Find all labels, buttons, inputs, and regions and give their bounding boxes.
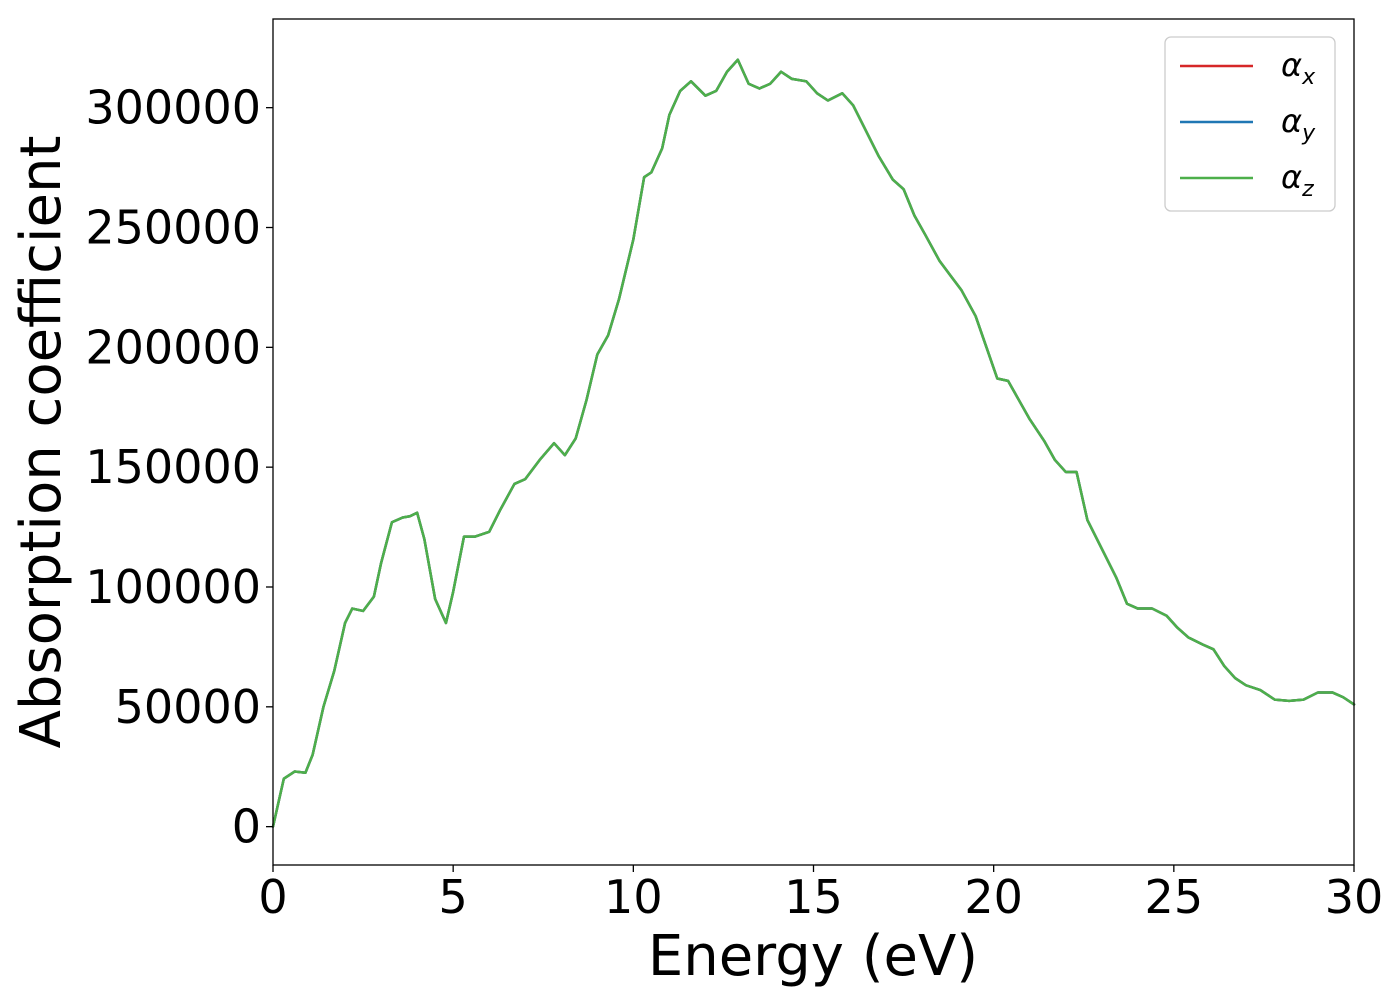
series-line-alpha-z [271, 58, 1356, 828]
series-layer [271, 58, 1356, 828]
x-tick-label: 10 [604, 870, 663, 924]
x-tick-label: 15 [784, 870, 843, 924]
y-axis: 0 50000 100000 150000 200000 250000 300000 [85, 81, 273, 854]
y-tick-label: 250000 [85, 201, 261, 255]
x-axis-title: Energy (eV) [648, 924, 978, 989]
x-tick-label: 0 [258, 870, 287, 924]
x-tick-label: 20 [964, 870, 1023, 924]
x-axis: 0 5 10 15 20 25 30 [258, 865, 1383, 924]
legend: αx αy αz [1164, 36, 1336, 212]
x-tick-label: 5 [439, 870, 468, 924]
legend-label-alpha-x: αx [1281, 46, 1316, 90]
y-tick-label: 300000 [85, 81, 261, 135]
legend-box [1164, 36, 1336, 212]
y-axis-title: Absorption coefficient [9, 136, 74, 749]
y-tick-label: 0 [232, 800, 261, 854]
x-tick-label: 30 [1325, 870, 1384, 924]
y-tick-label: 150000 [85, 440, 261, 494]
legend-label-alpha-y: αy [1281, 102, 1316, 146]
legend-label-alpha-z: αz [1281, 158, 1314, 202]
x-tick-label: 25 [1145, 870, 1204, 924]
y-tick-label: 50000 [115, 680, 261, 734]
y-tick-label: 100000 [85, 560, 261, 614]
y-tick-label: 200000 [85, 320, 261, 374]
